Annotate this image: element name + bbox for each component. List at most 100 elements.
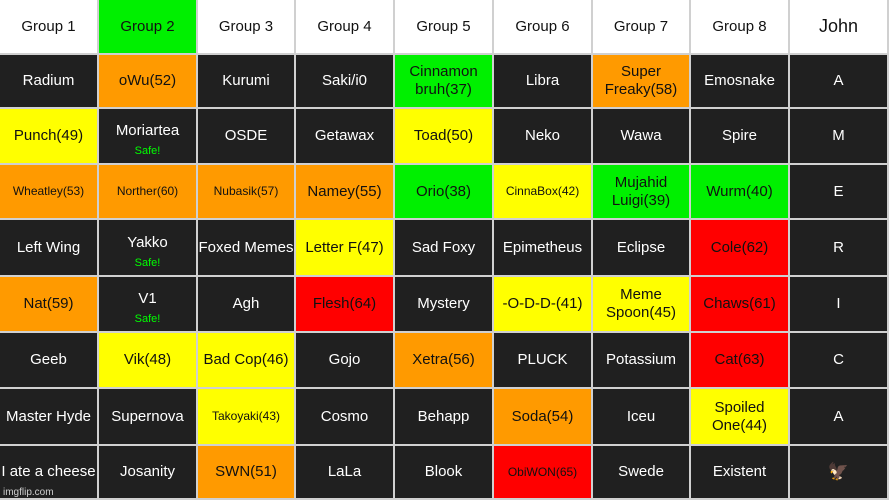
tier-cell: CinnaBox(42) <box>494 165 593 220</box>
header-label: Group 4 <box>317 17 372 35</box>
tier-cell: Bad Cop(46) <box>198 333 296 389</box>
watermark: imgflip.com <box>3 487 54 498</box>
safe-note: Safe! <box>134 145 161 157</box>
tier-cell: Josanity <box>99 446 198 500</box>
cell-label: PLUCK <box>517 351 568 368</box>
header-cell: John <box>790 0 889 55</box>
header-label: Group 7 <box>613 17 669 35</box>
tier-cell: Takoyaki(43) <box>198 389 296 446</box>
tier-cell: Blook <box>395 446 494 500</box>
cell-label: -O-D-D-(41) <box>502 295 583 312</box>
cell-label: Moriartea <box>115 122 180 139</box>
cell-label: Cosmo <box>320 407 369 425</box>
cell-label: Toad(50) <box>413 127 474 144</box>
cell-label: LaLa <box>327 463 362 480</box>
tier-cell: Spire <box>691 109 790 165</box>
cell-label: Saki/i0 <box>321 72 368 89</box>
cell-label: ObiWON(65) <box>507 464 578 479</box>
cell-label: Behapp <box>417 407 470 425</box>
cell-label: Agh <box>232 295 260 312</box>
cell-label: Josanity <box>119 463 176 480</box>
tier-cell: Yakko Safe! <box>99 220 198 277</box>
cell-label: Chaws(61) <box>703 295 776 312</box>
tier-cell: Cat(63) <box>691 333 790 389</box>
cell-label: M <box>832 127 845 144</box>
cell-label: Bad Cop(46) <box>203 351 289 368</box>
cell-label: Iceu <box>626 407 656 425</box>
cell-label: Eclipse <box>616 238 666 256</box>
header-label: Group 3 <box>218 17 274 35</box>
cell-label: I ate a cheese <box>1 463 96 480</box>
cell-label: Orio(38) <box>415 182 471 200</box>
header-cell: Group 8 <box>691 0 790 55</box>
tier-cell: Cosmo <box>296 389 395 446</box>
tier-cell: Wawa <box>593 109 691 165</box>
cell-label: Flesh(64) <box>312 295 377 312</box>
cell-label: CinnaBox(42) <box>505 184 580 199</box>
header-label: Group 6 <box>515 17 570 35</box>
header-cell: Group 4 <box>296 0 395 55</box>
header-label: Group 1 <box>21 17 76 35</box>
tier-cell: E <box>790 165 889 220</box>
tier-cell: A <box>790 389 889 446</box>
cell-label: Namey(55) <box>307 182 382 200</box>
cell-label: Norther(60) <box>116 184 179 199</box>
tier-cell: Wurm(40) <box>691 165 790 220</box>
tier-cell: Neko <box>494 109 593 165</box>
cell-label: Super Freaky(58) <box>604 63 678 98</box>
cell-label: Nubasik(57) <box>213 184 279 199</box>
tier-cell: Meme Spoon(45) <box>593 277 691 333</box>
tier-cell: Sad Foxy <box>395 220 494 277</box>
header-cell: Group 2 <box>99 0 198 55</box>
tier-cell: Namey(55) <box>296 165 395 220</box>
tier-cell: Vik(48) <box>99 333 198 389</box>
cell-label: A <box>833 72 844 89</box>
cell-label: Cat(63) <box>714 351 765 368</box>
cell-label: Libra <box>525 72 560 89</box>
tier-cell: Epimetheus <box>494 220 593 277</box>
cell-label: Emosnake <box>704 72 775 89</box>
cell-label: SWN(51) <box>215 463 277 480</box>
tier-cell: M <box>790 109 889 165</box>
tier-cell: Existent <box>691 446 790 500</box>
cell-label: Master Hyde <box>5 407 92 425</box>
tier-cell: Moriartea Safe! <box>99 109 198 165</box>
header-cell: Group 7 <box>593 0 691 55</box>
cell-label: Swede <box>618 463 664 480</box>
cell-label: Foxed Memes <box>198 238 294 256</box>
eagle-icon: 🦅 <box>827 461 850 481</box>
tier-cell: oWu(52) <box>99 55 198 109</box>
cell-label: Wurm(40) <box>706 182 773 200</box>
cell-label: Wheatley(53) <box>12 184 85 199</box>
tier-cell: Gojo <box>296 333 395 389</box>
cell-label: Soda(54) <box>511 407 574 425</box>
tier-cell: Eclipse <box>593 220 691 277</box>
cell-label: Takoyaki(43) <box>211 409 281 424</box>
cell-label: Letter F(47) <box>305 238 384 256</box>
tier-cell: Wheatley(53) <box>0 165 99 220</box>
tier-cell: Libra <box>494 55 593 109</box>
tier-cell: OSDE <box>198 109 296 165</box>
tier-cell: Left Wing <box>0 220 99 277</box>
cell-label: Radium <box>22 72 75 89</box>
tier-cell: Mystery <box>395 277 494 333</box>
tier-cell: Iceu <box>593 389 691 446</box>
tier-cell: Letter F(47) <box>296 220 395 277</box>
cell-label: Kurumi <box>222 72 270 89</box>
cell-label: Spire <box>721 127 758 144</box>
tier-cell: PLUCK <box>494 333 593 389</box>
cell-label: Supernova <box>111 407 184 425</box>
cell-label: Gojo <box>328 351 361 368</box>
tier-cell: -O-D-D-(41) <box>494 277 593 333</box>
tier-cell: I <box>790 277 889 333</box>
tier-cell: Swede <box>593 446 691 500</box>
tier-cell: Cole(62) <box>691 220 790 277</box>
tier-cell: Spoiled One(44) <box>691 389 790 446</box>
cell-label: Neko <box>524 127 561 144</box>
cell-label: oWu(52) <box>118 72 177 89</box>
cell-label: Nat(59) <box>23 295 74 312</box>
header-cell: Group 3 <box>198 0 296 55</box>
tier-cell: Super Freaky(58) <box>593 55 691 109</box>
cell-label: Mystery <box>417 295 470 312</box>
